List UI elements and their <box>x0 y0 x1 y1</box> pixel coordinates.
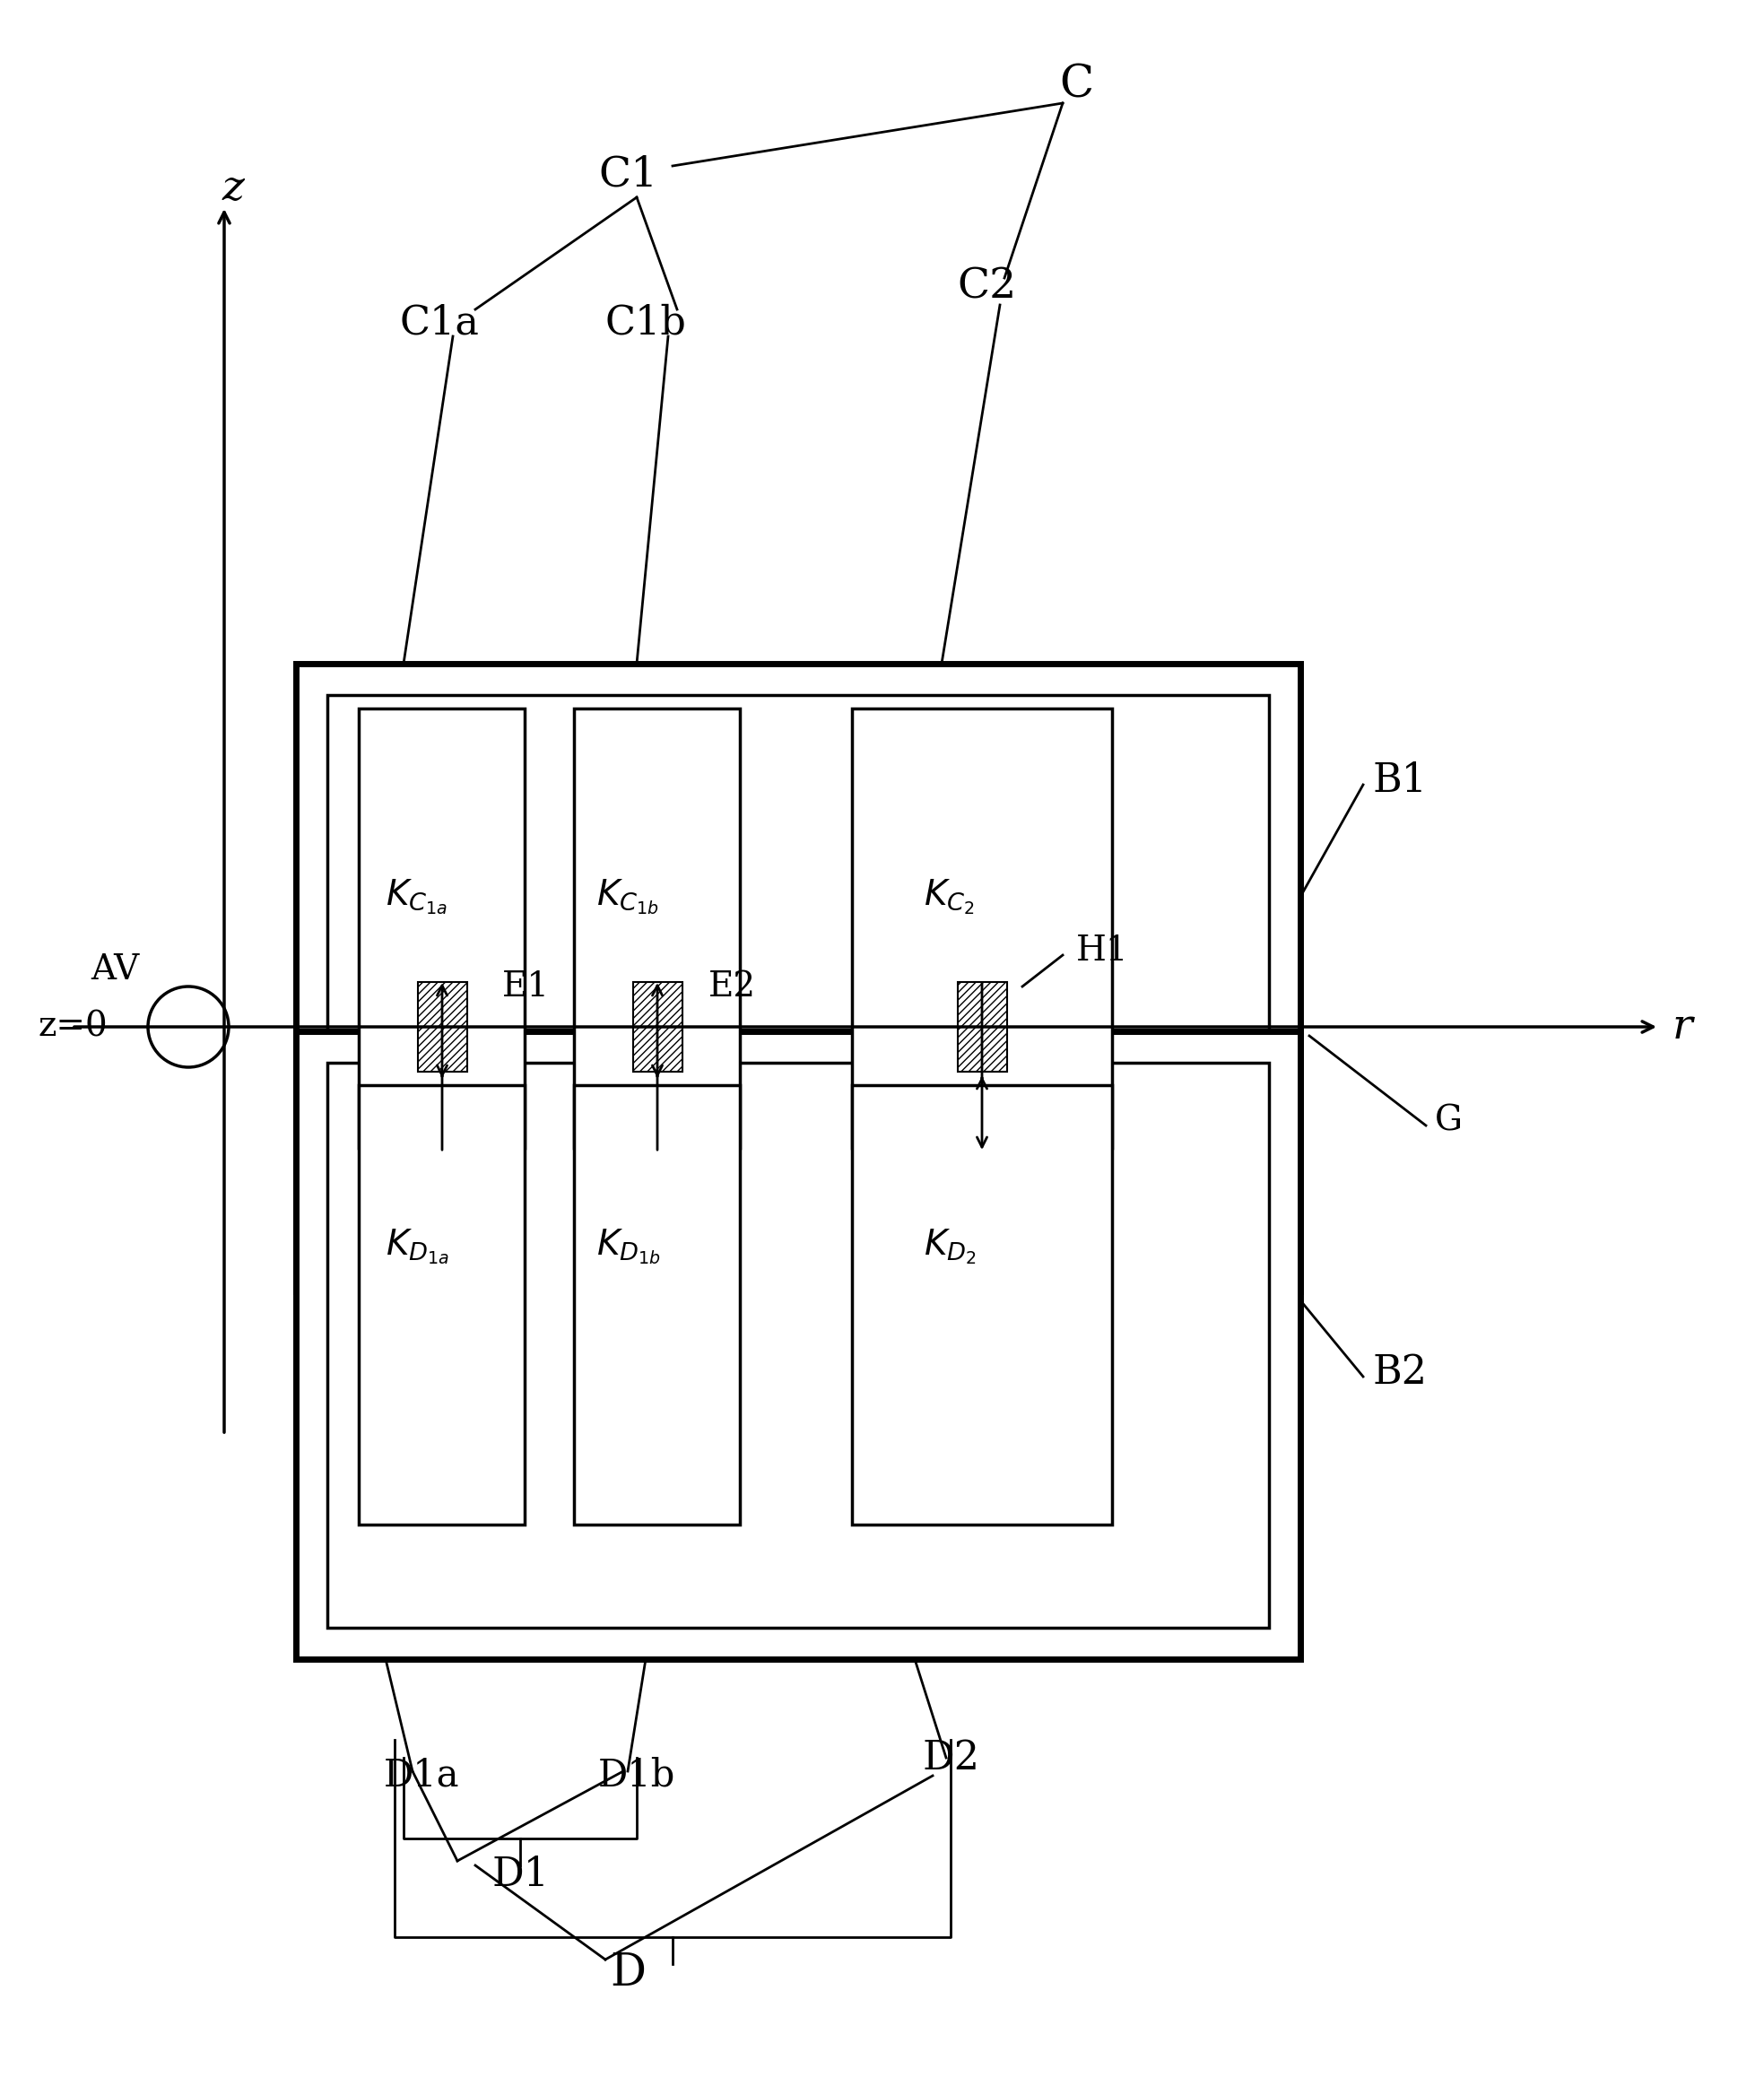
Text: $K_{D_{1a}}$: $K_{D_{1a}}$ <box>386 1227 450 1266</box>
Text: D1a: D1a <box>383 1756 459 1794</box>
Text: D2: D2 <box>923 1738 979 1777</box>
Text: $K_{D_2}$: $K_{D_2}$ <box>924 1227 975 1266</box>
Text: C: C <box>1058 63 1094 106</box>
Bar <box>358 1085 524 1525</box>
Text: $K_{D_{1b}}$: $K_{D_{1b}}$ <box>596 1227 662 1266</box>
Bar <box>296 1030 1300 1658</box>
Text: D1b: D1b <box>598 1756 676 1794</box>
Bar <box>573 1085 739 1525</box>
Bar <box>958 983 1007 1072</box>
Text: B1: B1 <box>1372 761 1427 799</box>
Text: z=0: z=0 <box>37 1010 108 1043</box>
Bar <box>418 983 467 1072</box>
Bar <box>358 709 524 1147</box>
Text: $K_{C_2}$: $K_{C_2}$ <box>924 878 974 916</box>
Text: G: G <box>1434 1103 1462 1137</box>
Bar <box>633 983 683 1072</box>
Text: z: z <box>222 169 245 209</box>
Text: H1: H1 <box>1076 935 1129 968</box>
Text: E2: E2 <box>709 970 757 1003</box>
Bar <box>573 709 739 1147</box>
Text: AV: AV <box>90 953 139 987</box>
Text: C1b: C1b <box>605 302 686 342</box>
Text: B2: B2 <box>1372 1354 1427 1391</box>
Text: C1: C1 <box>598 154 658 196</box>
Text: r: r <box>1672 1008 1693 1047</box>
Bar <box>328 1062 1268 1627</box>
Text: D1: D1 <box>492 1854 549 1894</box>
Text: $K_{C_{1a}}$: $K_{C_{1a}}$ <box>386 878 448 916</box>
Text: C2: C2 <box>956 267 1016 307</box>
Text: $K_{C_{1b}}$: $K_{C_{1b}}$ <box>596 878 660 916</box>
Text: E1: E1 <box>503 970 550 1003</box>
Bar <box>852 1085 1111 1525</box>
Bar <box>296 663 1300 1291</box>
Bar <box>328 695 1268 1260</box>
Text: D: D <box>610 1950 646 1994</box>
Bar <box>852 709 1111 1147</box>
Text: C1a: C1a <box>400 302 480 342</box>
